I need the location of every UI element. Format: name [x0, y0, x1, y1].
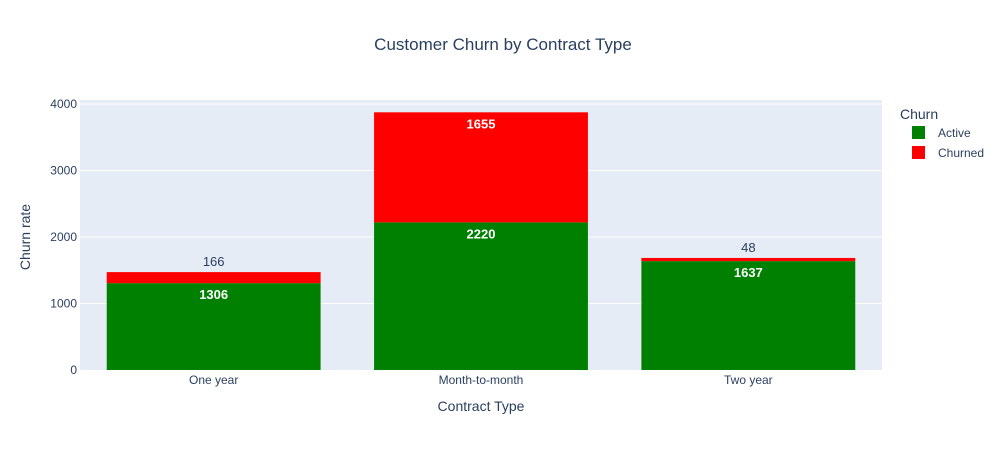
- y-axis-title: Churn rate: [17, 204, 33, 270]
- y-tick-label: 0: [70, 363, 77, 377]
- bars: [106, 112, 856, 370]
- bar-active-0[interactable]: [106, 283, 321, 370]
- legend-label-churned[interactable]: Churned: [938, 146, 984, 160]
- y-tick-label: 1000: [50, 297, 77, 311]
- data-label-churned-2: 48: [741, 240, 755, 255]
- data-label-active-2: 1637: [734, 265, 763, 280]
- bar-churned-1[interactable]: [374, 112, 588, 223]
- chart-title: Customer Churn by Contract Type: [374, 35, 632, 54]
- x-tick-label: Month-to-month: [439, 373, 524, 387]
- data-labels: 1306 166 2220 1655 1637 48: [199, 116, 763, 302]
- data-label-active-0: 1306: [199, 287, 228, 302]
- x-axis-ticks: One year Month-to-month Two year: [189, 373, 773, 387]
- x-tick-label: Two year: [724, 373, 773, 387]
- bar-churned-2[interactable]: [641, 257, 856, 262]
- x-tick-label: One year: [189, 373, 238, 387]
- legend-title: Churn: [900, 106, 938, 122]
- legend-label-active[interactable]: Active: [938, 126, 971, 140]
- bar-active-2[interactable]: [641, 261, 856, 370]
- y-axis-ticks: 0 1000 2000 3000 4000: [50, 97, 77, 377]
- bar-churned-0[interactable]: [106, 272, 321, 284]
- legend-swatch-churned[interactable]: [912, 146, 925, 159]
- legend: Churn Active Churned: [900, 106, 984, 160]
- x-axis-title: Contract Type: [438, 398, 525, 414]
- y-tick-label: 2000: [50, 230, 77, 244]
- y-tick-label: 3000: [50, 164, 77, 178]
- y-tick-label: 4000: [50, 97, 77, 111]
- data-label-churned-0: 166: [203, 254, 225, 269]
- data-label-active-1: 2220: [467, 226, 496, 241]
- data-label-churned-1: 1655: [467, 116, 496, 131]
- bar-active-1[interactable]: [374, 222, 588, 370]
- legend-swatch-active[interactable]: [912, 126, 925, 139]
